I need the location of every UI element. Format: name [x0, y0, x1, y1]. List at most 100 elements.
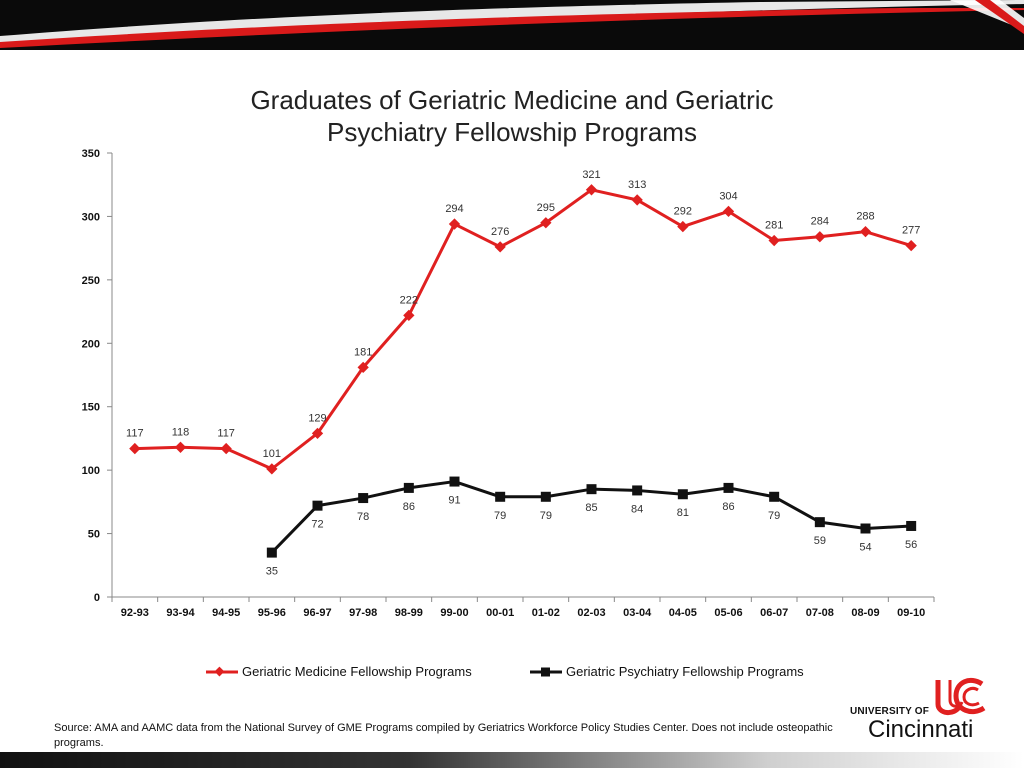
data-label-geriatric-psychiatry: 56 [905, 539, 917, 551]
x-tick-label: 96-97 [303, 607, 331, 619]
data-label-geriatric-psychiatry: 35 [266, 566, 278, 578]
y-tick-label: 200 [82, 338, 100, 350]
data-point-geriatric-medicine [905, 239, 917, 252]
uc-monogram-icon [935, 678, 986, 715]
data-point-geriatric-medicine [677, 220, 689, 233]
data-label-geriatric-medicine: 288 [856, 211, 874, 223]
x-tick-label: 92-93 [121, 607, 149, 619]
data-point-geriatric-psychiatry [449, 476, 460, 487]
data-point-geriatric-psychiatry [860, 523, 871, 534]
data-point-geriatric-medicine [311, 427, 324, 440]
data-point-geriatric-medicine [494, 241, 506, 253]
data-point-geriatric-psychiatry [723, 482, 734, 493]
data-label-geriatric-psychiatry: 79 [768, 510, 780, 522]
data-label-geriatric-psychiatry: 79 [494, 510, 506, 522]
data-point-geriatric-medicine [448, 218, 461, 230]
x-tick-label: 05-06 [714, 607, 742, 619]
data-point-geriatric-psychiatry [540, 491, 551, 502]
y-tick-label: 100 [82, 465, 100, 477]
data-point-geriatric-psychiatry [906, 520, 917, 531]
university-logo: UNIVERSITY OF Cincinnati [848, 676, 998, 748]
data-point-geriatric-medicine [403, 309, 415, 322]
source-note: Source: AMA and AAMC data from the Natio… [54, 722, 833, 749]
data-label-geriatric-psychiatry: 78 [357, 511, 369, 523]
data-label-geriatric-psychiatry: 84 [631, 503, 643, 515]
data-label-geriatric-medicine: 129 [308, 412, 326, 424]
x-tick-label: 95-96 [258, 607, 286, 619]
x-tick-label: 94-95 [212, 607, 240, 619]
data-label-geriatric-medicine: 118 [172, 426, 190, 438]
data-label-geriatric-psychiatry: 81 [677, 507, 689, 519]
data-label-geriatric-medicine: 281 [765, 220, 783, 232]
data-point-geriatric-medicine [357, 361, 369, 374]
legend-label-geriatric-medicine: Geriatric Medicine Fellowship Programs [242, 664, 472, 679]
data-point-geriatric-medicine [540, 217, 552, 229]
chart-title-line-2: Psychiatry Fellowship Programs [327, 117, 697, 147]
data-point-geriatric-medicine [768, 234, 780, 247]
y-tick-label: 50 [88, 529, 100, 541]
data-label-geriatric-psychiatry: 86 [403, 501, 415, 513]
data-label-geriatric-medicine: 181 [354, 346, 372, 358]
legend-swatch-diamond-icon [206, 666, 238, 677]
data-point-geriatric-medicine [631, 194, 643, 206]
data-label-geriatric-medicine: 222 [400, 294, 418, 306]
x-tick-label: 01-02 [532, 607, 560, 619]
logo-university-of: UNIVERSITY OF [850, 706, 930, 717]
header-banner [0, 0, 1024, 50]
legend-label-geriatric-psychiatry: Geriatric Psychiatry Fellowship Programs [566, 664, 804, 679]
data-label-geriatric-psychiatry: 72 [311, 519, 323, 531]
data-label-geriatric-medicine: 117 [217, 428, 235, 440]
y-tick-label: 0 [94, 592, 100, 604]
x-tick-label: 07-08 [806, 607, 834, 619]
data-label-geriatric-psychiatry: 54 [859, 541, 871, 553]
data-point-geriatric-medicine [814, 231, 826, 243]
data-label-geriatric-medicine: 284 [811, 216, 829, 228]
x-tick-label: 99-00 [440, 607, 468, 619]
data-label-geriatric-medicine: 295 [537, 202, 555, 214]
data-point-geriatric-medicine [859, 225, 872, 238]
y-tick-label: 350 [82, 148, 100, 160]
data-point-geriatric-medicine [266, 463, 278, 475]
footer-gradient-bar [0, 752, 1024, 768]
data-label-geriatric-medicine: 304 [719, 190, 737, 202]
data-label-geriatric-medicine: 277 [902, 225, 920, 237]
x-tick-label: 93-94 [166, 607, 195, 619]
series-line-geriatric-medicine [134, 188, 912, 471]
data-point-geriatric-psychiatry [495, 491, 506, 502]
chart-title-line-1: Graduates of Geriatric Medicine and Geri… [250, 85, 774, 115]
data-label-geriatric-medicine: 276 [491, 226, 509, 238]
data-label-geriatric-medicine: 321 [582, 169, 600, 181]
data-point-geriatric-medicine [220, 442, 232, 455]
x-tick-label: 02-03 [577, 607, 605, 619]
data-point-geriatric-psychiatry [677, 489, 688, 500]
data-label-geriatric-medicine: 117 [126, 428, 144, 440]
banner-swoosh-graphic [0, 0, 1024, 50]
y-tick-label: 150 [82, 402, 100, 414]
chart-title: Graduates of Geriatric Medicine and Geri… [0, 84, 1024, 148]
legend-swatch-square-icon [530, 667, 562, 676]
data-point-geriatric-psychiatry [586, 484, 597, 495]
x-tick-label: 09-10 [897, 607, 925, 619]
x-tick-label: 03-04 [623, 607, 652, 619]
logo-cincinnati: Cincinnati [868, 716, 974, 743]
chart-legend: Geriatric Medicine Fellowship Programs G… [0, 664, 1024, 686]
data-point-geriatric-medicine [174, 441, 187, 453]
data-label-geriatric-medicine: 101 [263, 448, 281, 460]
data-point-geriatric-psychiatry [814, 517, 825, 528]
data-point-geriatric-psychiatry [769, 491, 780, 502]
data-point-geriatric-medicine [129, 442, 141, 455]
data-point-geriatric-psychiatry [632, 485, 643, 496]
data-label-geriatric-medicine: 292 [674, 206, 692, 218]
data-point-geriatric-psychiatry [358, 493, 369, 504]
x-tick-label: 06-07 [760, 607, 788, 619]
line-chart: 0 50 100 150 200 250 300 350 92-93 93-94 94-95 95-9… [82, 148, 935, 619]
data-label-geriatric-medicine: 294 [445, 203, 463, 215]
data-point-geriatric-psychiatry [266, 547, 277, 558]
y-tick-label: 300 [82, 211, 100, 223]
data-point-geriatric-medicine [722, 205, 735, 218]
y-tick-label: 250 [82, 275, 100, 287]
data-point-geriatric-psychiatry [312, 500, 323, 511]
legend-item-geriatric-medicine: Geriatric Medicine Fellowship Programs [206, 664, 472, 679]
x-tick-label: 97-98 [349, 607, 377, 619]
x-tick-label: 00-01 [486, 607, 514, 619]
